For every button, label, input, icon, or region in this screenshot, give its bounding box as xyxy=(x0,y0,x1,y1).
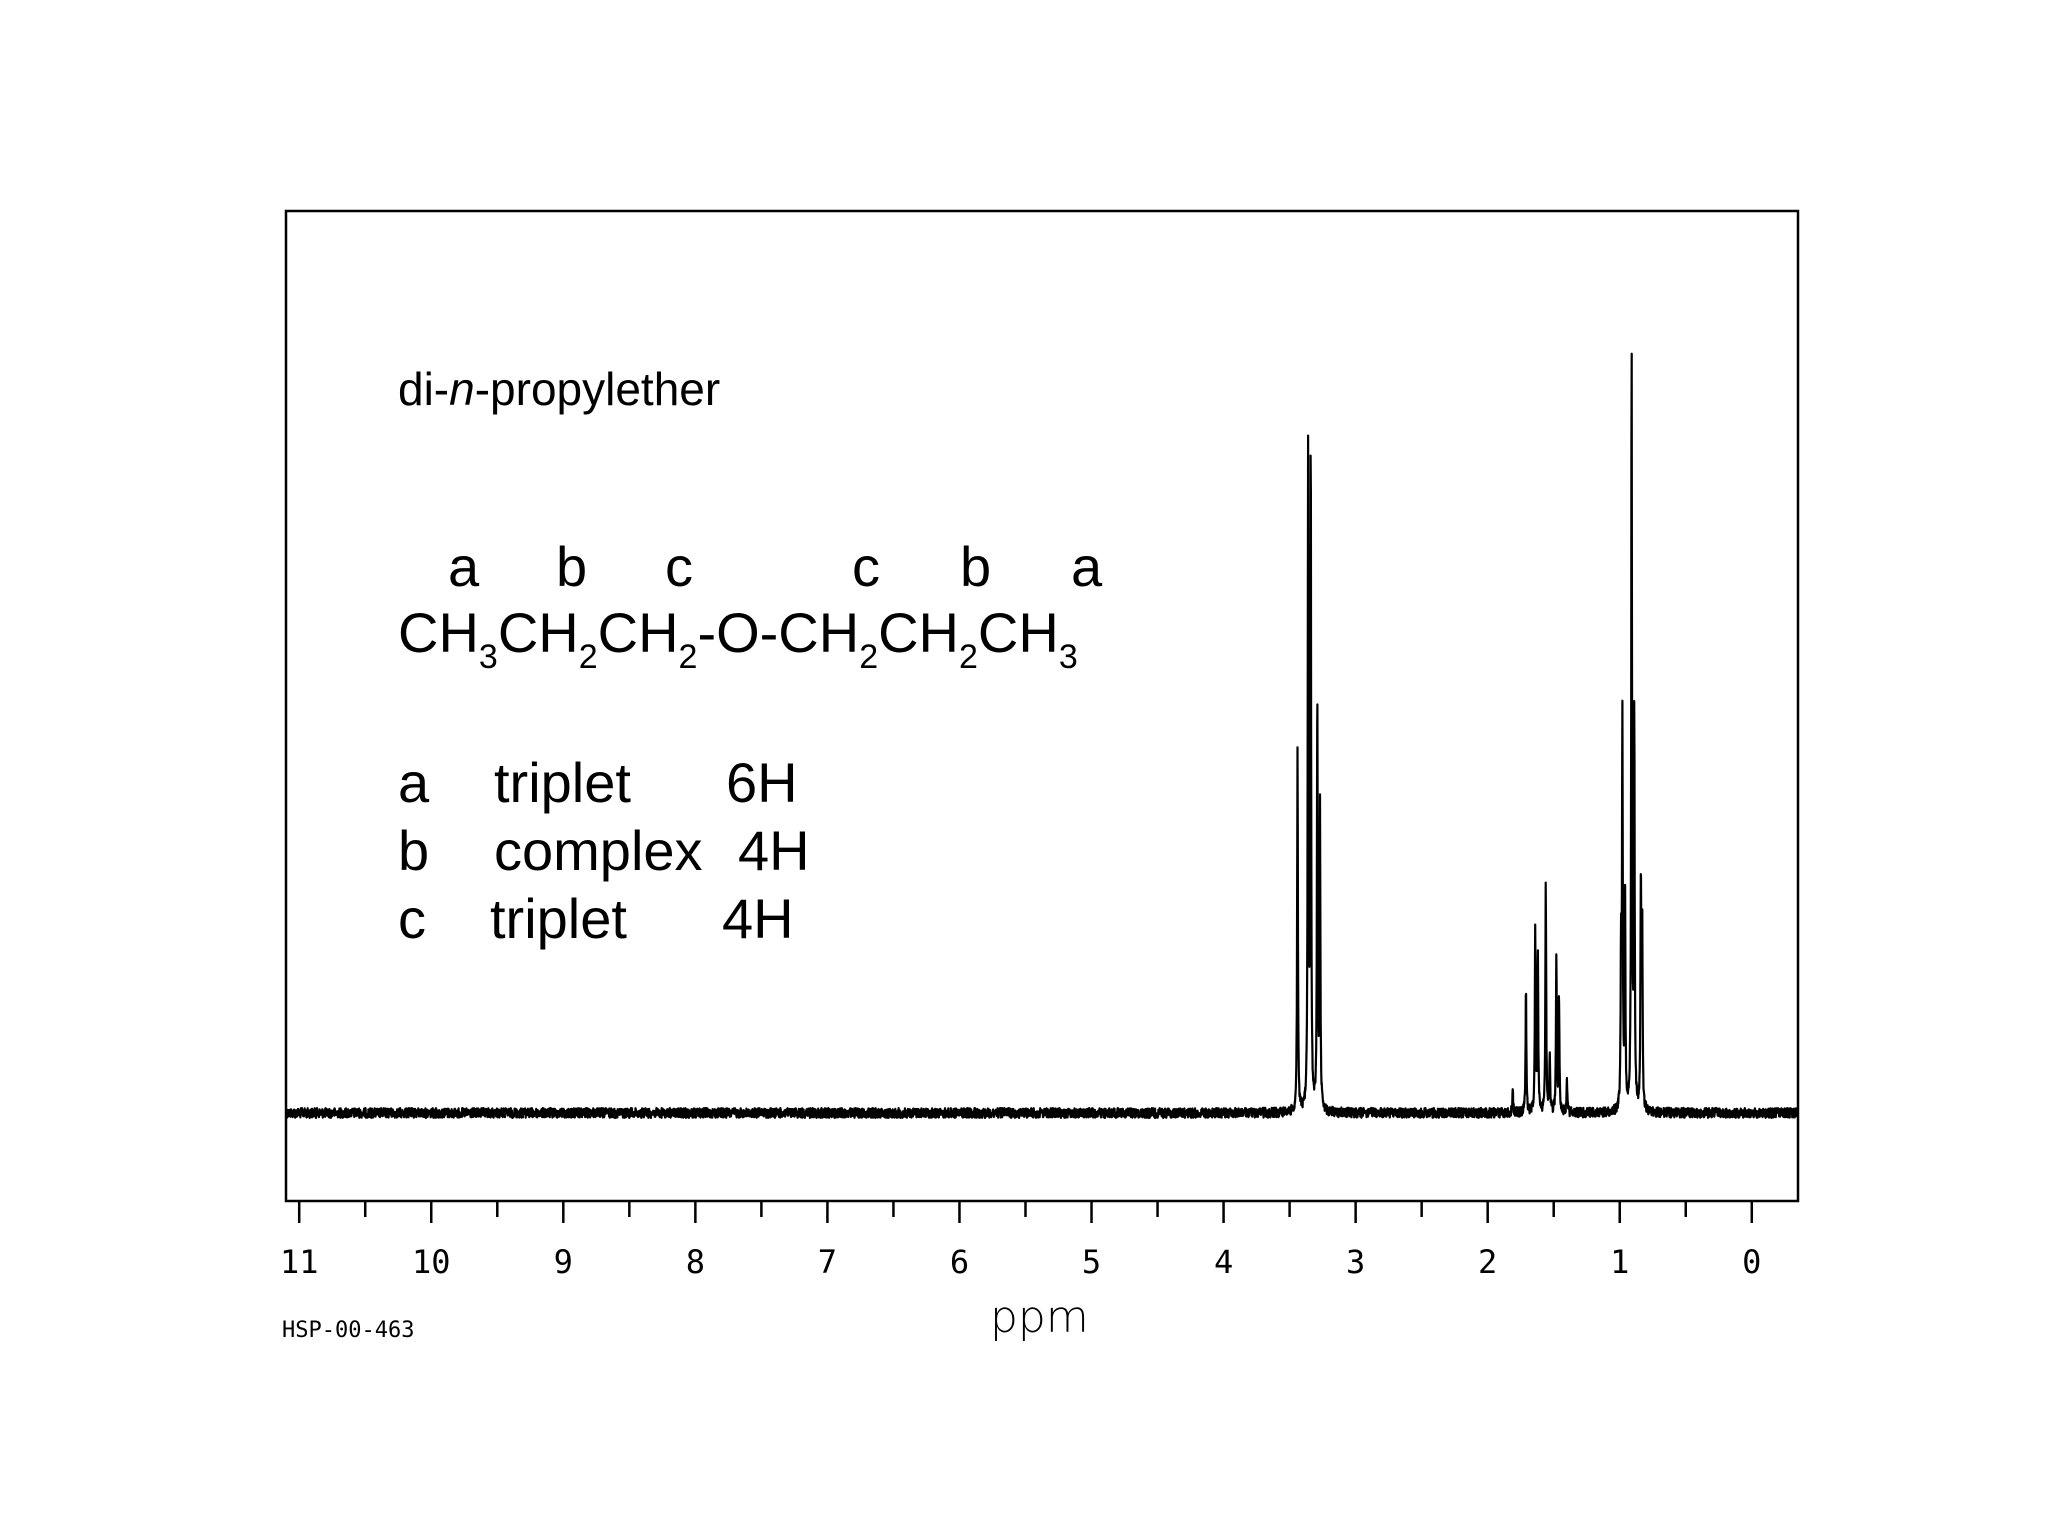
plot-frame xyxy=(284,209,1800,1203)
assignment-integration: 6H xyxy=(726,751,798,814)
tick-label: 10 xyxy=(412,1243,451,1281)
atom-label: a xyxy=(1071,535,1103,598)
atom-label: c xyxy=(665,535,693,598)
tick-label: 3 xyxy=(1346,1243,1365,1281)
assignment-letter: c xyxy=(398,887,426,950)
assignment-integration: 4H xyxy=(722,887,794,950)
spectrum-line xyxy=(284,352,1800,1119)
tick-label: 5 xyxy=(1082,1243,1101,1281)
assignment-multiplicity: triplet xyxy=(494,751,631,814)
atom-label: b xyxy=(556,535,588,598)
x-axis-ticks xyxy=(297,1201,1754,1223)
compound-name: di-n-propylether xyxy=(398,363,721,415)
tick-label: 8 xyxy=(686,1243,705,1281)
tick-label: 0 xyxy=(1742,1243,1761,1281)
x-axis-tick-labels: 11 10 9 8 7 6 5 4 3 2 1 0 xyxy=(280,1243,1761,1281)
tick-label: 11 xyxy=(280,1243,319,1281)
tick-label: 6 xyxy=(950,1243,969,1281)
spectrum-code: HSP-00-463 xyxy=(282,1318,415,1343)
assignment-letter: a xyxy=(398,751,430,814)
assignment-multiplicity: triplet xyxy=(490,887,627,950)
assignment-multiplicity: complex xyxy=(494,819,703,882)
tick-label: 9 xyxy=(554,1243,573,1281)
tick-label: 1 xyxy=(1610,1243,1629,1281)
structural-formula: CH3CH2CH2-O-CH2CH2CH3 xyxy=(398,601,1078,676)
atom-label: a xyxy=(448,535,480,598)
atom-label: b xyxy=(960,535,992,598)
tick-label: 2 xyxy=(1478,1243,1497,1281)
tick-label: 7 xyxy=(818,1243,837,1281)
tick-label: 4 xyxy=(1214,1243,1233,1281)
assignment-integration: 4H xyxy=(738,819,810,882)
atom-label: c xyxy=(852,535,880,598)
assignment-letter: b xyxy=(398,819,430,882)
x-axis-label: ppm xyxy=(990,1292,1089,1343)
